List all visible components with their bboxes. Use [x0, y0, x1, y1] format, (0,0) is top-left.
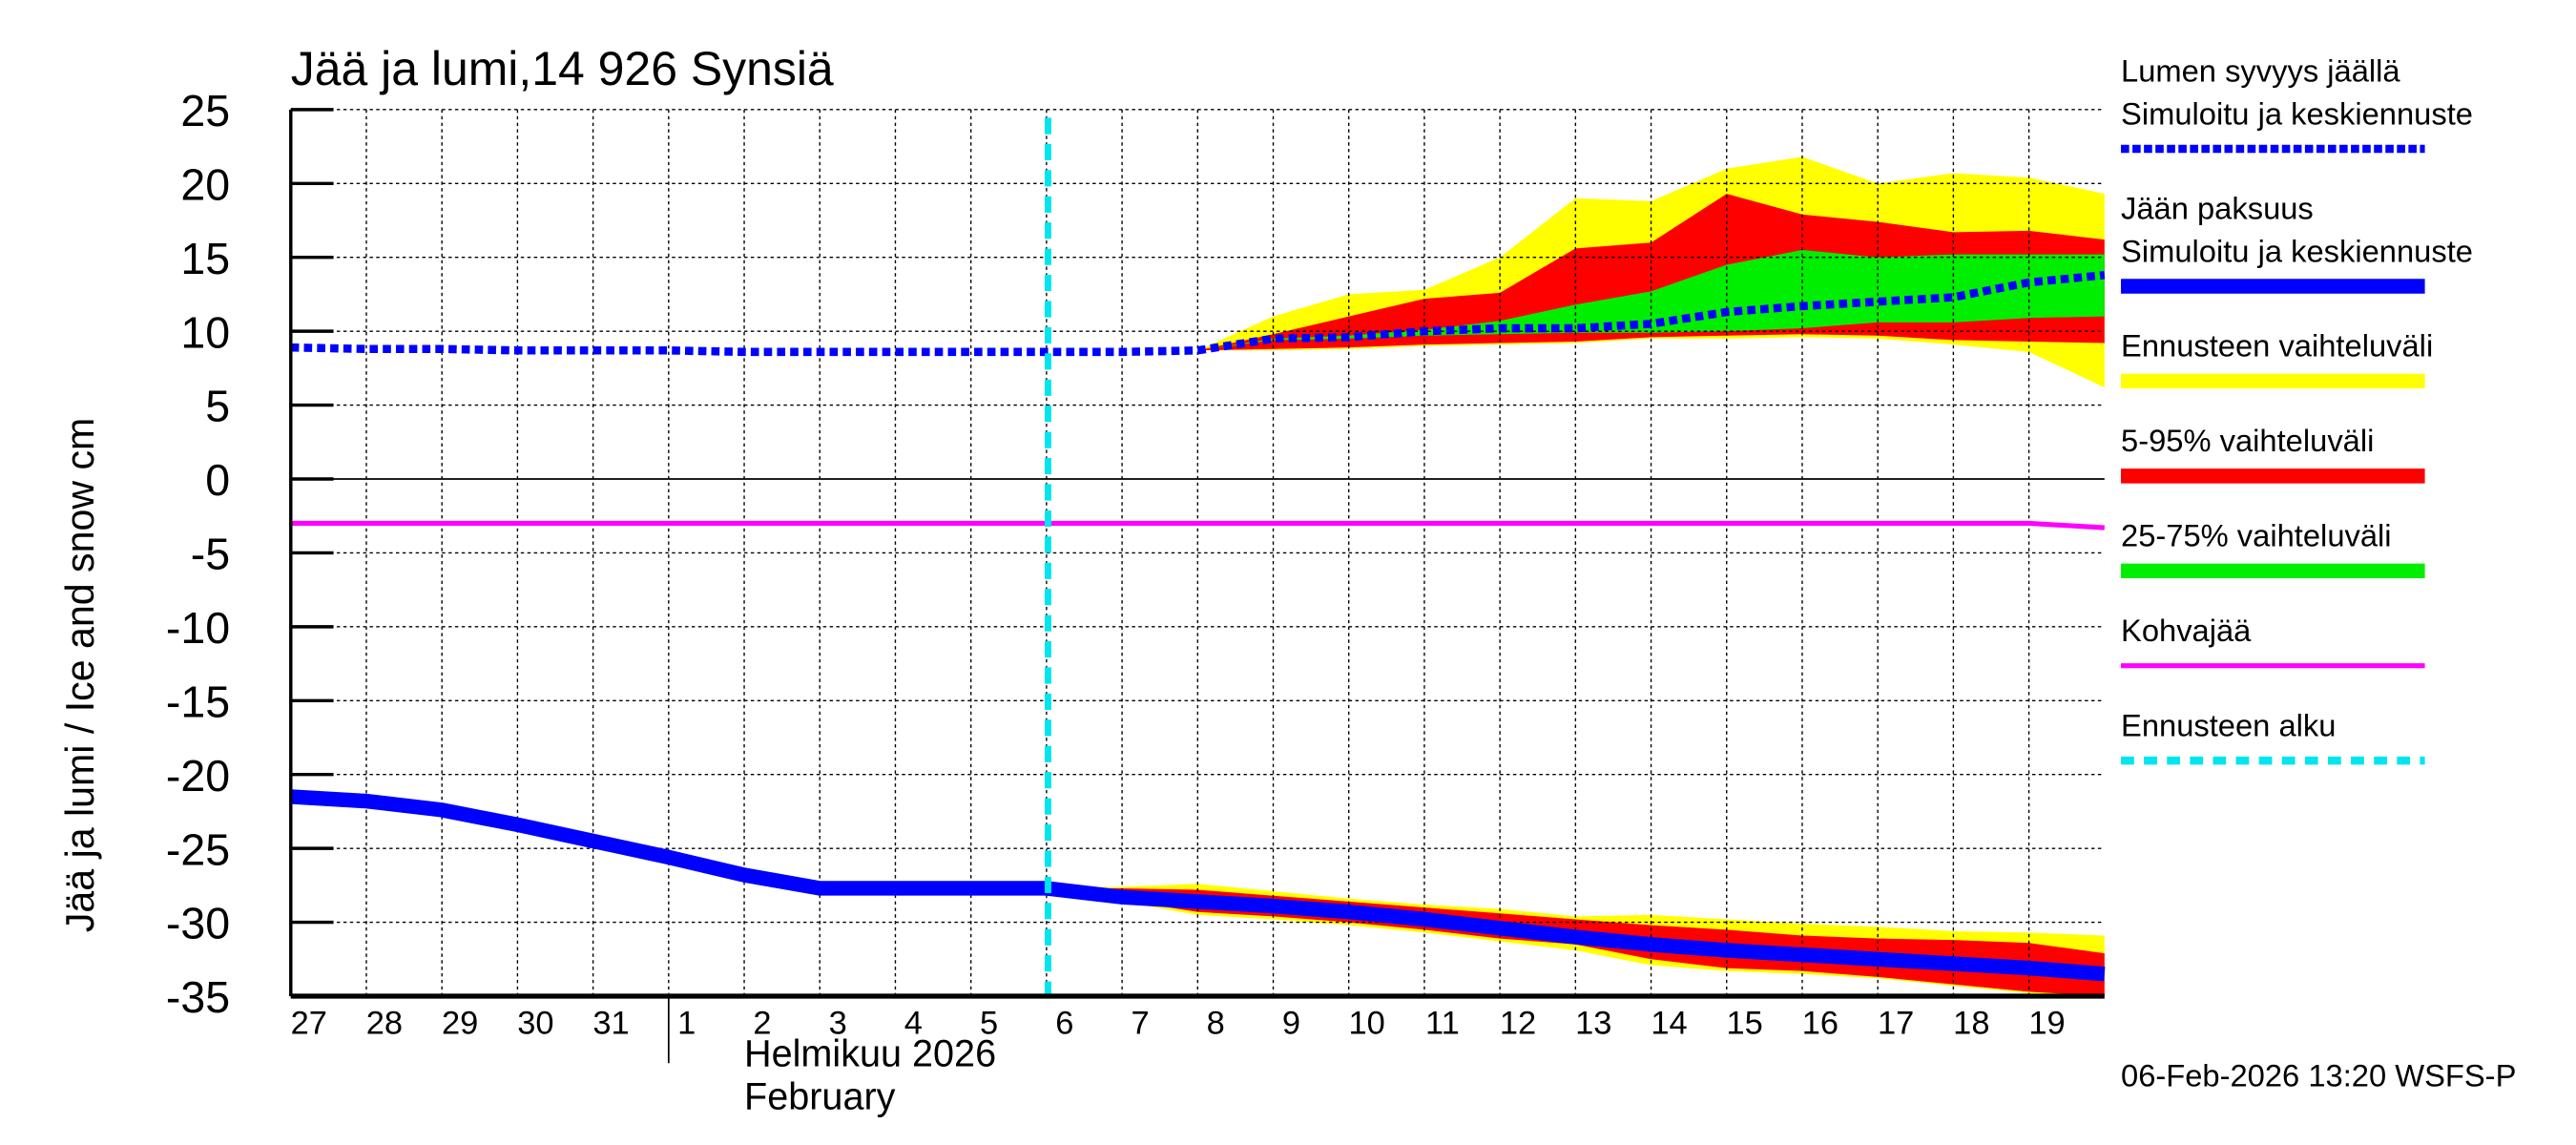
x-tick-label: 8 — [1207, 1005, 1225, 1041]
y-tick-label: 15 — [180, 234, 230, 283]
y-tick-label: 10 — [180, 307, 230, 357]
series-lines — [290, 117, 2106, 996]
x-tick-label: 31 — [592, 1005, 629, 1041]
x-tick-label: 15 — [1727, 1005, 1763, 1041]
y-tick-label: -25 — [166, 824, 230, 874]
x-tick-label: 27 — [291, 1005, 327, 1041]
chart-title: Jää ja lumi,14 926 Synsiä — [291, 42, 834, 95]
legend-label: 5-95% vaihteluväli — [2121, 423, 2374, 458]
legend-label: Simuloitu ja keskiennuste — [2121, 233, 2473, 268]
legend-label: Simuloitu ja keskiennuste — [2121, 95, 2473, 131]
x-tick-label: 7 — [1131, 1005, 1149, 1041]
x-tick-label: 18 — [1953, 1005, 1989, 1041]
x-tick-label: 12 — [1500, 1005, 1536, 1041]
x-tick-label: 17 — [1878, 1005, 1914, 1041]
x-tick-label: 13 — [1575, 1005, 1611, 1041]
x-tick-label: 30 — [517, 1005, 553, 1041]
legend-label: Jään paksuus — [2121, 191, 2314, 226]
y-tick-label: -30 — [166, 899, 230, 948]
footer-timestamp: 06-Feb-2026 13:20 WSFS-P — [2121, 1057, 2516, 1093]
x-tick-label: 19 — [2028, 1005, 2065, 1041]
x-tick-label: 6 — [1055, 1005, 1073, 1041]
y-tick-label: 5 — [205, 382, 230, 431]
x-tick-label: 14 — [1651, 1005, 1687, 1041]
x-tick-label: 28 — [366, 1005, 403, 1041]
x-tick-label: 3 — [829, 1005, 847, 1041]
y-tick-label: 20 — [180, 160, 230, 210]
y-tick-label: -10 — [166, 603, 230, 653]
y-tick-label: -5 — [191, 530, 230, 579]
legend-label: Ennusteen alku — [2121, 707, 2336, 742]
legend: Lumen syvyys jäällä Simuloitu ja keskienn… — [2121, 53, 2473, 765]
y-tick-label: 25 — [180, 86, 230, 135]
y-tick-label: -15 — [166, 677, 230, 727]
x-tick-label: 5 — [980, 1005, 998, 1041]
x-tick-label: 11 — [1425, 1005, 1460, 1041]
x-tick-label: 16 — [1802, 1005, 1839, 1041]
series-line-2 — [290, 520, 2105, 531]
series-line-1 — [290, 789, 2106, 982]
x-tick-label: 4 — [904, 1005, 923, 1041]
y-axis-label: Jää ja lumi / Ice and snow cm — [58, 418, 102, 932]
x-tick-label: 9 — [1282, 1005, 1300, 1041]
series-line-0 — [290, 271, 2106, 357]
month-label-fi: Helmikuu 2026 — [744, 1033, 996, 1075]
x-tick-label: 1 — [677, 1005, 696, 1041]
x-tick-label: 10 — [1349, 1005, 1385, 1041]
legend-label: Ennusteen vaihteluväli — [2121, 328, 2433, 364]
legend-label: Lumen syvyys jäällä — [2121, 53, 2400, 89]
legend-label: Kohvajää — [2121, 613, 2252, 648]
x-tick-label: 2 — [753, 1005, 771, 1041]
y-tick-label: -20 — [166, 751, 230, 801]
x-tick-label: 29 — [442, 1005, 478, 1041]
legend-label: 25-75% vaihteluväli — [2121, 518, 2392, 553]
month-label-en: February — [744, 1075, 896, 1117]
y-tick-label: 0 — [205, 455, 230, 505]
y-tick-label: -35 — [166, 972, 230, 1022]
